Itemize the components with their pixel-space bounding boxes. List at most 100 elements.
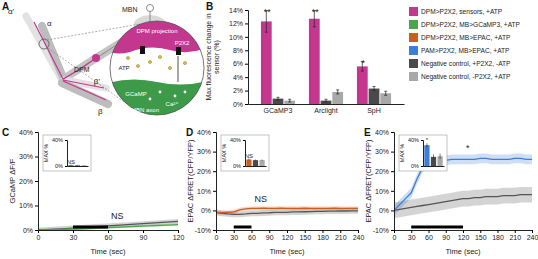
tick: 60	[248, 230, 256, 241]
axis-title: EPAC ΔFRET(CFP/YFP)	[186, 139, 195, 223]
tick: 90	[442, 230, 450, 241]
inset-frame	[399, 135, 447, 171]
annotation: **	[264, 7, 272, 17]
panel-label: D	[186, 127, 193, 138]
error-bar	[433, 154, 434, 159]
tick: 0%	[55, 163, 67, 169]
line	[394, 195, 532, 211]
legend: DPM>P2X2, sensors, +ATPDPM>P2X2, MB>GCaM…	[409, 7, 521, 81]
tick-mark	[252, 230, 253, 233]
tick-mark	[532, 230, 533, 233]
annotation: **	[312, 7, 320, 17]
tick-mark	[243, 166, 245, 167]
error-bar	[325, 99, 328, 102]
tick-label: 8%	[233, 47, 243, 54]
tick-mark	[243, 140, 245, 141]
tick: 0	[215, 230, 219, 241]
tick-mark	[245, 23, 248, 24]
annotation: *	[426, 137, 429, 143]
tick-label: 0%	[201, 207, 211, 214]
tick-label: 40%	[197, 129, 211, 136]
tick-label: 150	[475, 234, 487, 241]
stimulus-bar	[411, 226, 463, 229]
line	[216, 208, 358, 213]
tick-label: 30%	[19, 153, 33, 160]
tick: 40%	[197, 129, 216, 136]
p2x2-channel	[140, 46, 145, 54]
error-bar	[373, 87, 376, 91]
tick: 30%	[197, 148, 216, 155]
tick-label: 240	[353, 234, 365, 241]
legend-swatch	[409, 46, 418, 55]
tick-mark	[245, 10, 248, 11]
tick-mark	[245, 91, 248, 92]
line	[38, 225, 178, 230]
tick: 180	[317, 230, 329, 241]
tick: 10%	[229, 34, 248, 41]
diagram-label: P2X2	[175, 40, 190, 46]
alpha-lobe	[42, 26, 64, 80]
zoom-source	[39, 39, 49, 49]
axis-title: MAX %	[43, 144, 49, 162]
diagram-label: MBN	[122, 6, 138, 13]
tick-mark	[213, 171, 216, 172]
error-band	[394, 187, 532, 218]
error-bar	[426, 143, 427, 147]
tick-label: 40%	[52, 137, 63, 143]
axis-line	[213, 133, 217, 231]
tick: 0	[393, 230, 397, 241]
tick-label: 150	[299, 234, 311, 241]
diagram: α'αMBNDPMβ'βDPM projectionP2X2ATPGCaMPCa…	[8, 5, 210, 126]
inset-frame	[43, 135, 91, 171]
x-axis: GCaMP3ArclightSpH	[249, 105, 405, 115]
axis-line	[217, 231, 359, 234]
tick-mark	[213, 210, 216, 211]
tick-mark	[391, 171, 394, 172]
tick: 240	[353, 230, 365, 241]
axis-title: Time (sec)	[269, 247, 305, 256]
axis-line	[395, 231, 533, 234]
x-axis	[424, 166, 445, 167]
tick-label: 6%	[233, 60, 243, 67]
axis-line	[421, 141, 424, 167]
tick-label: 60	[425, 234, 433, 241]
tick-mark	[35, 157, 38, 158]
tick: 0%	[379, 207, 394, 214]
tick-label: 2%	[233, 87, 243, 94]
tick: 180	[492, 230, 504, 241]
tick-mark	[305, 230, 306, 233]
beta-lobe	[62, 83, 108, 104]
panel-label: B	[206, 1, 213, 12]
y-axis: -10%0%10%20%30%40%	[195, 129, 217, 234]
tick-mark	[35, 206, 38, 207]
line	[38, 221, 178, 230]
tick-mark	[143, 230, 144, 233]
x-axis	[246, 166, 267, 167]
tick-mark	[178, 230, 179, 233]
tick: 60	[105, 230, 113, 241]
bar	[246, 160, 251, 167]
axis-title: GCaMP ΔF/F	[8, 158, 17, 203]
plot-area	[261, 11, 391, 104]
panel-label: E	[364, 127, 371, 138]
axis-line	[249, 104, 405, 105]
tick-mark	[446, 230, 447, 233]
atp-molecule	[126, 56, 129, 59]
inset-frame	[221, 135, 269, 171]
tick-label: 20%	[197, 168, 211, 175]
tick: 40%	[408, 137, 423, 143]
tick: 10%	[19, 202, 38, 209]
tick-mark	[245, 64, 248, 65]
tick: 2%	[233, 87, 248, 94]
atp-molecule	[136, 64, 139, 67]
diagram-label: α'	[8, 7, 15, 16]
tick-mark	[269, 230, 270, 233]
legend-label: DPM>P2X2, MB>GCaMP3, +ATP	[421, 21, 521, 28]
inset-y-axis: 0%40%	[408, 137, 424, 169]
legend-swatch	[409, 7, 418, 16]
annotation: NS	[67, 159, 75, 165]
diagram-label: α	[47, 19, 52, 28]
tick-mark	[391, 152, 394, 153]
tick-label: 90	[140, 234, 148, 241]
tick-label: 10%	[197, 188, 211, 195]
